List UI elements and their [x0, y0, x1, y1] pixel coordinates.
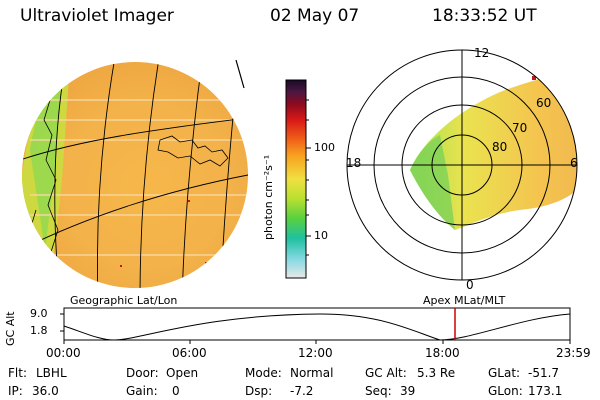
info-door-value: Open [166, 366, 199, 380]
polar-clock-6: 6 [570, 156, 578, 170]
colorbar-unit-label: photon cm⁻²s⁻¹ [262, 154, 275, 240]
info-glon-key: GLon: [488, 384, 523, 398]
polar-clock-18: 18 [346, 156, 362, 170]
info-door-key: Door: [126, 366, 159, 380]
info-gcalt-key: GC Alt: [365, 366, 407, 380]
info-seq-value: 39 [400, 384, 416, 398]
polar-clock-12: 12 [474, 46, 490, 60]
timeline-plot [60, 307, 571, 344]
info-mode-key: Mode: [245, 366, 282, 380]
earth-disk-image [22, 59, 248, 288]
info-glat-key: GLat: [488, 366, 521, 380]
time-label: 18:33:52 UT [432, 6, 537, 26]
info-gain-key: Gain: [126, 384, 158, 398]
info-glat-value: -51.7 [528, 366, 560, 380]
timeline-right-label: Apex MLat/MLT [423, 294, 506, 307]
info-mode-value: Normal [290, 366, 334, 380]
info-ip-value: 36.0 [32, 384, 59, 398]
polar-plot [346, 49, 578, 281]
timeline-y-label: GC Alt [4, 311, 17, 346]
timeline-left-label: Geographic Lat/Lon [70, 294, 178, 307]
timeline-x-tick-0000: 00:00 [46, 346, 81, 360]
info-dsp-key: Dsp: [245, 384, 273, 398]
polar-lat-80: 80 [492, 140, 508, 154]
timeline-x-tick-0600: 06:00 [172, 346, 207, 360]
timeline-y-tick-high: 9.0 [30, 307, 48, 320]
color-scale-bar [285, 79, 311, 279]
timeline-x-tick-1800: 18:00 [425, 346, 460, 360]
colorbar-tick-10: 10 [314, 229, 328, 242]
date-label: 02 May 07 [270, 6, 360, 26]
polar-lat-60: 60 [536, 96, 552, 110]
polar-lat-70: 70 [512, 121, 528, 135]
colorbar-tick-100: 100 [314, 141, 335, 154]
info-gcalt-value: 5.3 Re [417, 366, 456, 380]
info-seq-key: Seq: [365, 384, 392, 398]
info-ip-key: IP: [8, 384, 23, 398]
timeline-x-tick-2359: 23:59 [556, 346, 591, 360]
info-gain-value: 0 [172, 384, 180, 398]
timeline-x-tick-1200: 12:00 [298, 346, 333, 360]
instrument-title: Ultraviolet Imager [20, 6, 174, 26]
polar-clock-0: 0 [466, 278, 474, 292]
timeline-y-tick-low: 1.8 [30, 324, 48, 337]
info-glon-value: 173.1 [528, 384, 563, 398]
info-dsp-value: -7.2 [290, 384, 314, 398]
info-flt-value: LBHL [36, 366, 67, 380]
info-flt-key: Flt: [8, 366, 27, 380]
